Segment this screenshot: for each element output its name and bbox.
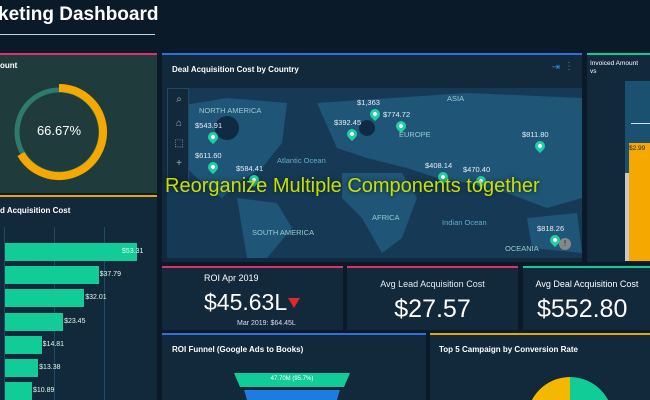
invoiced-panel: Invoiced Amount vs $2.99 [587, 53, 650, 262]
bar[interactable] [5, 243, 137, 261]
kpi-value: $27.57 [394, 295, 471, 323]
bar[interactable] [5, 266, 99, 285]
bar[interactable] [5, 382, 32, 400]
bar-label: $23.45 [64, 317, 86, 325]
pie-slice [570, 377, 609, 400]
title-divider [0, 34, 155, 35]
region-label: EUROPE [399, 130, 431, 139]
region-label: OCEANIA [505, 244, 539, 253]
overlay-caption: Reorganize Multiple Components together [165, 175, 540, 197]
funnel-panel: ROI Funnel (Google Ads to Books) 47.70M … [162, 333, 426, 400]
kpi-value: $552.80 [537, 295, 628, 323]
export-icon[interactable]: ⇥ [551, 62, 560, 73]
bar-label: $14.81 [42, 340, 65, 348]
map-title: Deal Acquisition Cost by Country [172, 65, 299, 74]
region-label: SOUTH AMERICA [252, 228, 315, 237]
more-menu-icon[interactable]: ⋮ [564, 61, 574, 72]
bar-label: $53.31 [122, 248, 144, 255]
kpi-avg-deal-cost: Avg Deal Acquisition Cost $552.80 [523, 266, 650, 330]
map-toolbar: ⌕ ⌂ ⬚ + [167, 88, 189, 188]
bar[interactable] [5, 289, 85, 308]
bar[interactable] [5, 312, 64, 331]
kpi-title: Avg Lead Acquisition Cost [380, 279, 485, 289]
invoiced-bar-label: $2.99 [629, 145, 646, 152]
kpi-title: ROI Apr 2019 [204, 273, 259, 283]
bar-label: $32.01 [85, 294, 107, 302]
gauge-arc [17, 84, 107, 180]
region-label: NORTH AMERICA [199, 106, 262, 115]
invoiced-title: Invoiced Amount vs [590, 60, 639, 75]
pie-slice [531, 377, 570, 400]
funnel-stage-1 [234, 373, 350, 387]
trend-down-icon [288, 298, 300, 308]
region-label: Atlantic Ocean [277, 156, 326, 165]
pin-label: $408.14 [425, 161, 453, 170]
funnel-chart [234, 373, 350, 400]
region-label: Indian Ocean [442, 218, 487, 227]
pin-label: $774.72 [383, 110, 411, 119]
pin-label: $1,363 [357, 98, 380, 107]
zoom-in-icon[interactable]: + [176, 158, 182, 169]
pin-label: $470.40 [463, 165, 491, 174]
pin-label: $818.26 [537, 224, 565, 233]
bar[interactable] [5, 359, 39, 377]
info-icon[interactable]: ! [559, 238, 571, 250]
page-title: keting Dashboard [0, 4, 159, 25]
funnel-title: ROI Funnel (Google Ads to Books) [172, 345, 304, 354]
pin-label: $811.80 [522, 130, 549, 139]
select-area-icon[interactable]: ⬚ [174, 138, 184, 149]
region-label: ASIA [447, 94, 465, 103]
lead-cost-panel: d Acquisition Cost $53.31 $37.79 $32.01 $23… [0, 195, 157, 400]
bar-label: $37.79 [99, 271, 121, 279]
pin-label: $611.60 [195, 151, 222, 160]
funnel-stage-2 [244, 390, 340, 400]
invoiced-bar [629, 143, 650, 261]
campaign-panel: Top 5 Campaign by Conversion Rate [430, 333, 650, 400]
gauge-value: 66.67% [36, 123, 82, 138]
world-map[interactable]: ASIA NORTH AMERICA SOUTH AMERICA Atlanti… [167, 88, 582, 258]
kpi-value: $45.63L [204, 289, 288, 315]
pin-label: $543.91 [195, 121, 223, 130]
bar-label: $13.38 [39, 364, 61, 371]
search-icon[interactable]: ⌕ [176, 94, 182, 105]
gauge-title: ount [0, 61, 18, 70]
campaign-pie [531, 377, 609, 400]
gauge-chart [14, 84, 107, 180]
campaign-title: Top 5 Campaign by Conversion Rate [439, 345, 578, 354]
kpi-subtext: Mar 2019: $64.45L [237, 320, 296, 327]
continents [167, 93, 582, 258]
kpi-roi: ROI Apr 2019 $45.63L Mar 2019: $64.45L [162, 266, 343, 330]
pin-label: $584.41 [236, 164, 264, 173]
bar-label: $10.89 [32, 387, 55, 395]
map-panel: Deal Acquisition Cost by Country ⇥ ⋮ ASI… [162, 53, 582, 262]
home-icon[interactable]: ⌂ [175, 118, 183, 129]
region-label: AFRICA [372, 213, 400, 222]
lead-cost-title: d Acquisition Cost [0, 206, 71, 215]
kpi-title: Avg Deal Acquisition Cost [535, 279, 639, 289]
gauge-panel: ount 66.67% [0, 53, 157, 193]
pin-label: $392.45 [334, 118, 362, 127]
target-line [631, 123, 650, 124]
funnel-stage-label: 47.70M (95.7%) [270, 376, 314, 382]
bar[interactable] [5, 335, 42, 354]
kpi-avg-lead-cost: Avg Lead Acquisition Cost $27.57 [347, 266, 518, 330]
